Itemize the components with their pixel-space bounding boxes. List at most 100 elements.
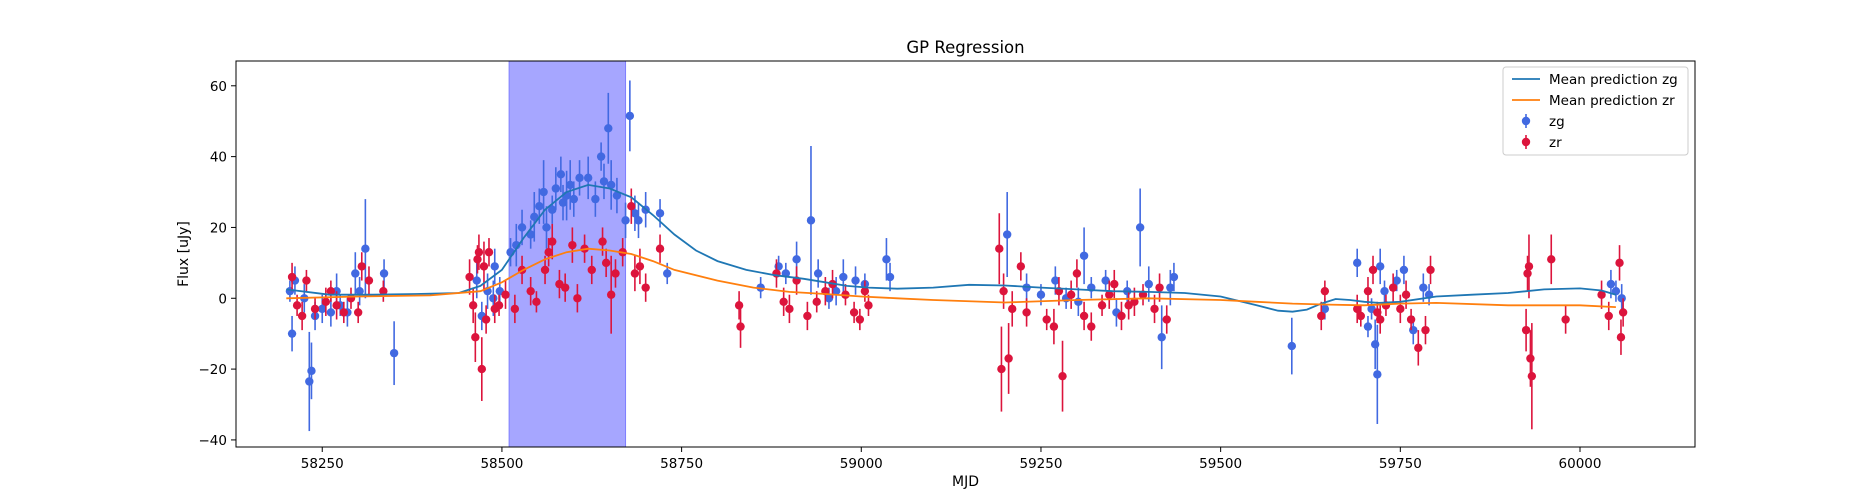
data-point-zr [321, 297, 331, 307]
data-point-zr [1150, 304, 1159, 314]
data-point-zg [472, 276, 481, 285]
data-point-zr [468, 301, 478, 310]
data-point-zr [297, 311, 307, 321]
data-point-zr [364, 276, 374, 285]
data-point-zg [326, 308, 336, 317]
legend-box [1502, 66, 1689, 156]
data-point-zg [355, 286, 364, 296]
x-tick-label: 58750 [660, 456, 703, 472]
data-point-zr [1604, 311, 1613, 321]
legend-item-zg: zg [1521, 114, 1565, 130]
data-point-zg [663, 269, 672, 278]
data-point-zr [1058, 371, 1067, 381]
x-tick-label: 59000 [840, 456, 883, 472]
data-point-zg [287, 329, 297, 338]
x-tick-label: 58250 [301, 456, 344, 472]
plot-area [285, 61, 1628, 447]
data-point-zg [379, 269, 389, 278]
data-point-zg [551, 184, 561, 193]
data-point-zr [1022, 308, 1031, 317]
data-point-zg [824, 294, 834, 303]
data-point-zg [1079, 251, 1089, 260]
data-point-zg [1287, 341, 1296, 351]
data-point-zg [351, 269, 360, 278]
data-point-zr [1097, 301, 1107, 310]
data-point-zg [1617, 294, 1626, 303]
data-point-zg [490, 262, 499, 271]
data-point-zr [734, 301, 744, 310]
data-point-zg [599, 177, 609, 186]
data-point-zr [287, 272, 297, 282]
data-point-zg [1051, 276, 1060, 285]
data-point-zr [999, 286, 1008, 296]
data-point-zr [611, 269, 620, 278]
y-tick-label: −40 [199, 433, 228, 449]
legend-label: zg [1549, 114, 1565, 130]
data-point-zg [1353, 258, 1362, 268]
data-point-zg [1166, 283, 1175, 292]
data-point-zr [573, 294, 582, 303]
data-point-zr [860, 286, 870, 296]
data-point-zr [1526, 354, 1535, 363]
data-point-zr [568, 240, 577, 250]
data-point-zr [1618, 308, 1628, 317]
series-zr [287, 188, 1628, 430]
data-point-zr [1004, 354, 1013, 363]
data-point-zg [839, 272, 848, 282]
data-point-zr [477, 364, 487, 374]
data-point-zr [1130, 297, 1139, 307]
data-point-zg [1135, 223, 1145, 232]
data-point-zg [1392, 276, 1401, 285]
data-point-zr [1363, 286, 1373, 296]
data-point-zr [1524, 262, 1534, 271]
data-point-zg [851, 276, 860, 285]
data-point-zr [1523, 269, 1532, 278]
data-point-zr [601, 258, 611, 268]
data-point-zr [1105, 290, 1114, 299]
data-point-zr [548, 237, 557, 246]
data-point-zg [1363, 322, 1373, 331]
data-point-zr [326, 286, 336, 296]
data-point-zr [357, 262, 366, 271]
data-point-zr [1008, 304, 1017, 314]
x-tick-label: 59750 [1379, 456, 1422, 472]
data-point-zr [1561, 315, 1570, 324]
data-point-zg [612, 191, 622, 200]
data-point-zr [1087, 322, 1096, 331]
data-point-zr [474, 248, 484, 257]
data-point-zg [882, 255, 891, 264]
x-tick-label: 59500 [1199, 456, 1242, 472]
data-point-zr [1356, 311, 1365, 321]
data-point-zg [583, 173, 593, 183]
data-point-zr [785, 304, 794, 314]
data-point-zg [489, 294, 498, 303]
data-point-zr [1396, 304, 1405, 314]
data-point-zg [655, 209, 665, 218]
data-point-zg [542, 223, 551, 232]
data-point-zg [792, 255, 801, 264]
data-point-zr [1521, 325, 1531, 335]
data-point-zr [1597, 290, 1606, 299]
data-point-zg [1144, 279, 1153, 289]
data-point-zr [1414, 343, 1423, 353]
data-point-zr [1615, 258, 1624, 268]
data-point-zr [1376, 315, 1385, 324]
data-point-zg [606, 180, 616, 190]
data-point-zr [465, 272, 474, 282]
data-point-zr [532, 297, 541, 307]
data-point-zg [1157, 333, 1166, 342]
data-point-zg [318, 304, 327, 314]
legend-item-mean-prediction-zr: Mean prediction zr [1512, 93, 1675, 109]
data-point-zr [1320, 286, 1330, 296]
legend: Mean prediction zg Mean prediction zr zg zr [1502, 66, 1689, 156]
data-point-zr [606, 290, 616, 299]
data-point-zr [1547, 255, 1556, 264]
data-point-zr [1066, 290, 1076, 299]
data-point-zg [569, 194, 578, 204]
data-point-zg [1036, 290, 1046, 299]
data-point-zg [307, 366, 316, 376]
data-point-zr [1527, 371, 1537, 381]
data-point-zr [501, 290, 510, 299]
data-point-zg [1169, 272, 1179, 282]
y-tick-label: 60 [210, 79, 227, 95]
